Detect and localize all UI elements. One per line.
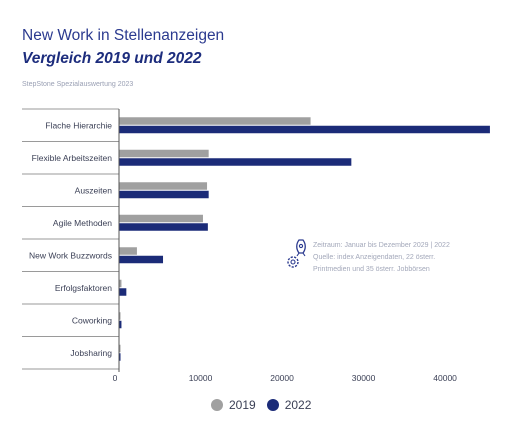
bar-flexible-arbeitszeiten-2022	[119, 158, 352, 166]
x-tick-label: 40000	[433, 373, 457, 383]
legend-item-2019: 2019	[211, 398, 256, 412]
category-label-flexible-arbeitszeiten: Flexible Arbeitszeiten	[32, 153, 113, 163]
category-label-auszeiten: Auszeiten	[75, 185, 113, 195]
bar-coworking-2022	[119, 320, 122, 329]
chart-legend: 2019 2022	[211, 398, 322, 412]
bar-auszeiten-2019	[119, 182, 208, 190]
bar-coworking-2019	[119, 312, 121, 320]
bar-jobsharing-2022	[119, 353, 121, 361]
legend-swatch-2019	[211, 399, 223, 411]
x-tick-label: 30000	[352, 373, 376, 383]
bar-agile-methoden-2019	[119, 214, 203, 223]
note-line-media: Printmedien und 35 österr. Jobbörsen	[313, 266, 430, 273]
rocket-gear-icon	[287, 239, 306, 268]
category-label-agile-methoden: Agile Methoden	[53, 218, 112, 228]
bar-flexible-arbeitszeiten-2019	[119, 149, 209, 158]
bar-flache-hierarchie-2022	[119, 125, 490, 134]
bar-jobsharing-2019	[119, 344, 121, 353]
bar-erfolgsfaktoren-2022	[119, 288, 127, 296]
bar-new-work-buzzwords-2022	[119, 255, 164, 264]
category-label-erfolgsfaktoren: Erfolgsfaktoren	[55, 283, 112, 293]
category-label-jobsharing: Jobsharing	[70, 348, 112, 358]
note-line-period: Zeitraum: Januar bis Dezember 2029 | 202…	[313, 242, 450, 249]
note-line-source: Quelle: index Anzeigendaten, 22 österr.	[313, 254, 436, 261]
bar-new-work-buzzwords-2019	[119, 247, 137, 255]
legend-label-2022: 2022	[284, 398, 312, 412]
legend-swatch-2022	[266, 399, 279, 411]
chart-subtitle: Vergleich 2019 und 2022	[22, 50, 202, 67]
x-tick-label: 20000	[270, 373, 294, 383]
category-label-coworking: Coworking	[72, 315, 112, 325]
category-label-flache-hierarchie: Flache Hierarchie	[45, 120, 112, 130]
legend-item-2022: 2022	[266, 398, 312, 412]
source-caption: StepStone Spezialauswertung 2023	[22, 81, 134, 88]
bar-erfolgsfaktoren-2019	[119, 279, 122, 288]
bar-agile-methoden-2022	[119, 223, 208, 231]
category-label-new-work-buzzwords: New Work Buzzwords	[29, 250, 112, 260]
bar-auszeiten-2022	[119, 190, 209, 199]
x-tick-label: 10000	[189, 373, 213, 383]
x-tick-label: 0	[113, 373, 118, 383]
bar-flache-hierarchie-2019	[119, 117, 311, 125]
methodology-note: Zeitraum: Januar bis Dezember 2029 | 202…	[313, 240, 450, 276]
legend-label-2019: 2019	[229, 398, 256, 412]
chart-title: New Work in Stellenanzeigen	[22, 27, 225, 44]
